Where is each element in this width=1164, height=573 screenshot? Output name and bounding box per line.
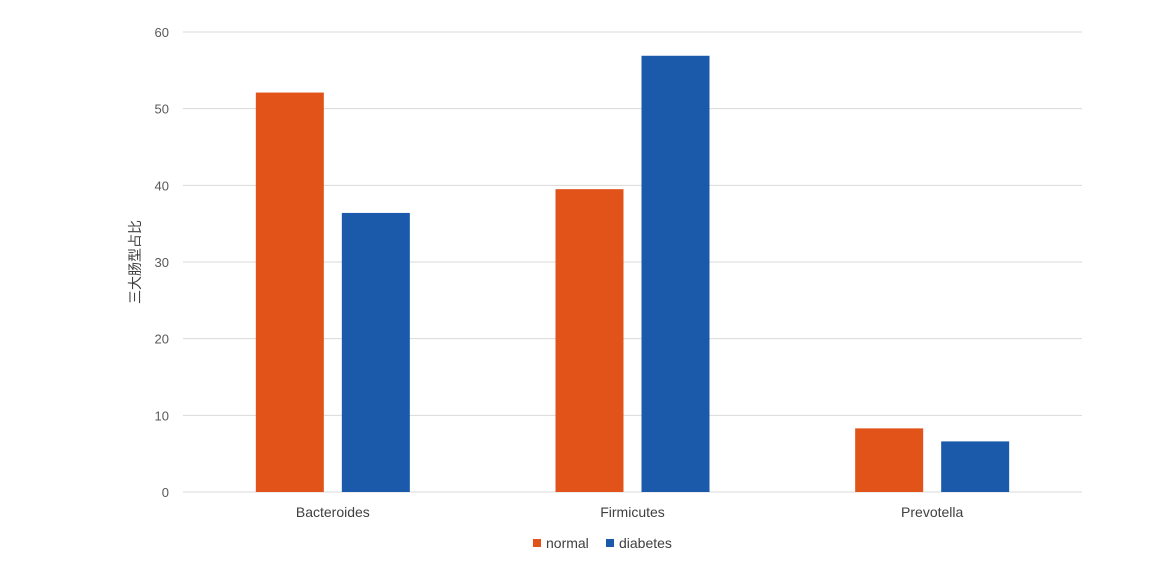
bar-normal-firmicutes: [555, 189, 624, 492]
y-axis-ticks: 0 10 20 30 40 50 60: [155, 25, 169, 500]
bar-diabetes-firmicutes: [641, 55, 710, 493]
bar-diabetes-bacteroides: [341, 212, 410, 492]
legend-swatch-normal: [533, 539, 541, 547]
x-category-label: Prevotella: [901, 504, 963, 520]
y-tick-label: 10: [155, 408, 169, 423]
legend-swatch-diabetes: [606, 539, 614, 547]
bar-normal-bacteroides: [255, 92, 324, 493]
x-axis-categories: Bacteroides Firmicutes Prevotella: [296, 504, 964, 520]
y-tick-label: 30: [155, 255, 169, 270]
legend-label-diabetes: diabetes: [619, 535, 672, 551]
x-category-label: Bacteroides: [296, 504, 370, 520]
y-tick-label: 0: [162, 485, 169, 500]
gridlines: [183, 31, 1082, 493]
y-axis-title: 三大肠型占比: [127, 220, 143, 304]
legend: normal diabetes: [533, 535, 672, 551]
y-tick-label: 40: [155, 178, 169, 193]
legend-label-normal: normal: [546, 535, 589, 551]
bar-diabetes-prevotella: [941, 441, 1010, 492]
bar-normal-prevotella: [855, 428, 924, 492]
x-category-label: Firmicutes: [600, 504, 665, 520]
y-tick-label: 60: [155, 25, 169, 40]
y-tick-label: 50: [155, 102, 169, 117]
bars: [255, 55, 1010, 493]
y-tick-label: 20: [155, 332, 169, 347]
